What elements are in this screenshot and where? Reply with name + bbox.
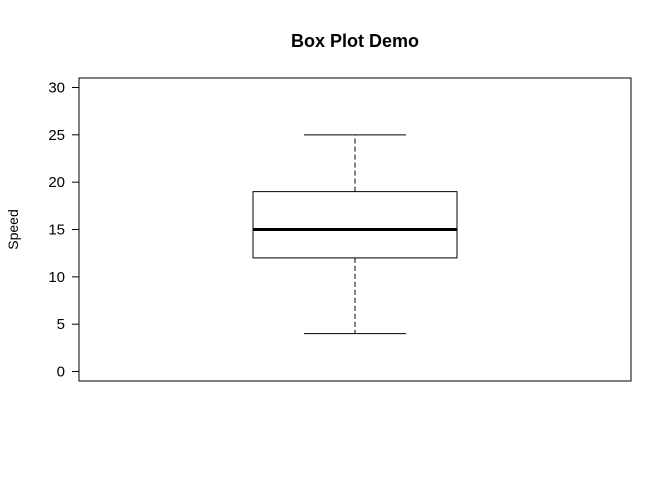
y-tick-label: 25: [48, 127, 65, 144]
y-tick-label: 10: [48, 269, 65, 286]
y-tick-label: 5: [57, 316, 65, 333]
y-tick-label: 0: [57, 364, 65, 381]
box-series: [252, 134, 458, 335]
iqr-box: [252, 191, 458, 259]
y-tick-label: 15: [48, 222, 65, 239]
y-axis-label: Speed: [5, 209, 21, 249]
y-axis: 0 5 10 15 20 25 30: [48, 79, 79, 381]
chart-title: Box Plot Demo: [291, 31, 419, 51]
y-tick-label: 30: [48, 79, 65, 96]
y-tick-label: 20: [48, 174, 65, 191]
